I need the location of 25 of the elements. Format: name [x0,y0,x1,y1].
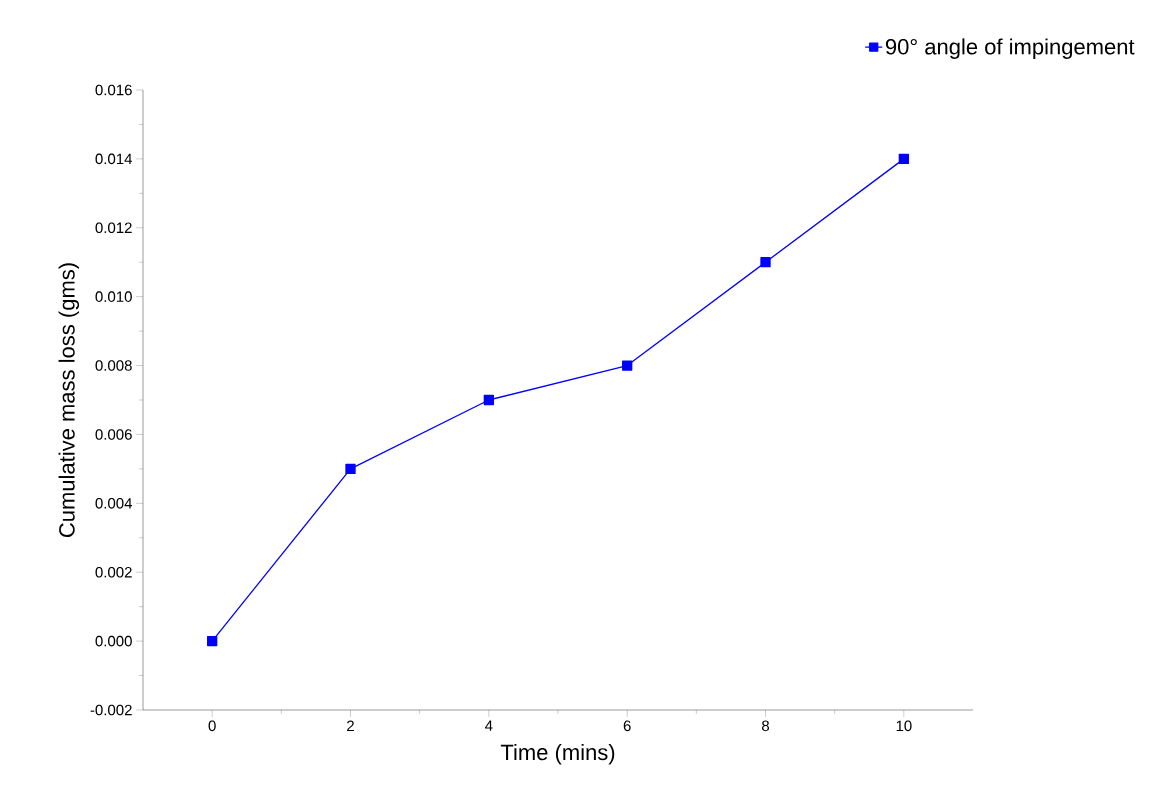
legend-label: 90° angle of impingement [885,38,1135,59]
y-tick-label: 0.006 [95,429,132,440]
point [345,463,356,475]
x-tick-label: 0 [208,720,216,732]
y-tick-label: 0.014 [95,153,133,165]
x-tick-label: 2 [347,720,354,732]
y-tick-label: 0.008 [95,360,132,371]
y-tick-label: 0.000 [95,635,132,647]
point [207,635,218,647]
x-tick-label: 4 [485,720,493,731]
point [622,360,633,371]
x-axis-title: Time (mins) [500,744,615,765]
x-tick-label: 8 [762,720,770,732]
point [898,153,909,165]
x-tick-label: 10 [896,720,912,732]
y-tick-label: 0.016 [95,84,132,96]
y-tick-label: -0.002 [90,704,132,716]
y-axis-title: Cumulative mass loss (gms) [58,263,80,538]
y-tick-label: 0.004 [95,498,133,509]
y-tick-label: 0.012 [95,222,132,234]
y-tick-label: 0.010 [95,291,132,302]
point [760,257,771,268]
point [483,394,494,406]
x-tick-label: 6 [623,720,631,732]
y-tick-label: 0.002 [95,566,132,578]
